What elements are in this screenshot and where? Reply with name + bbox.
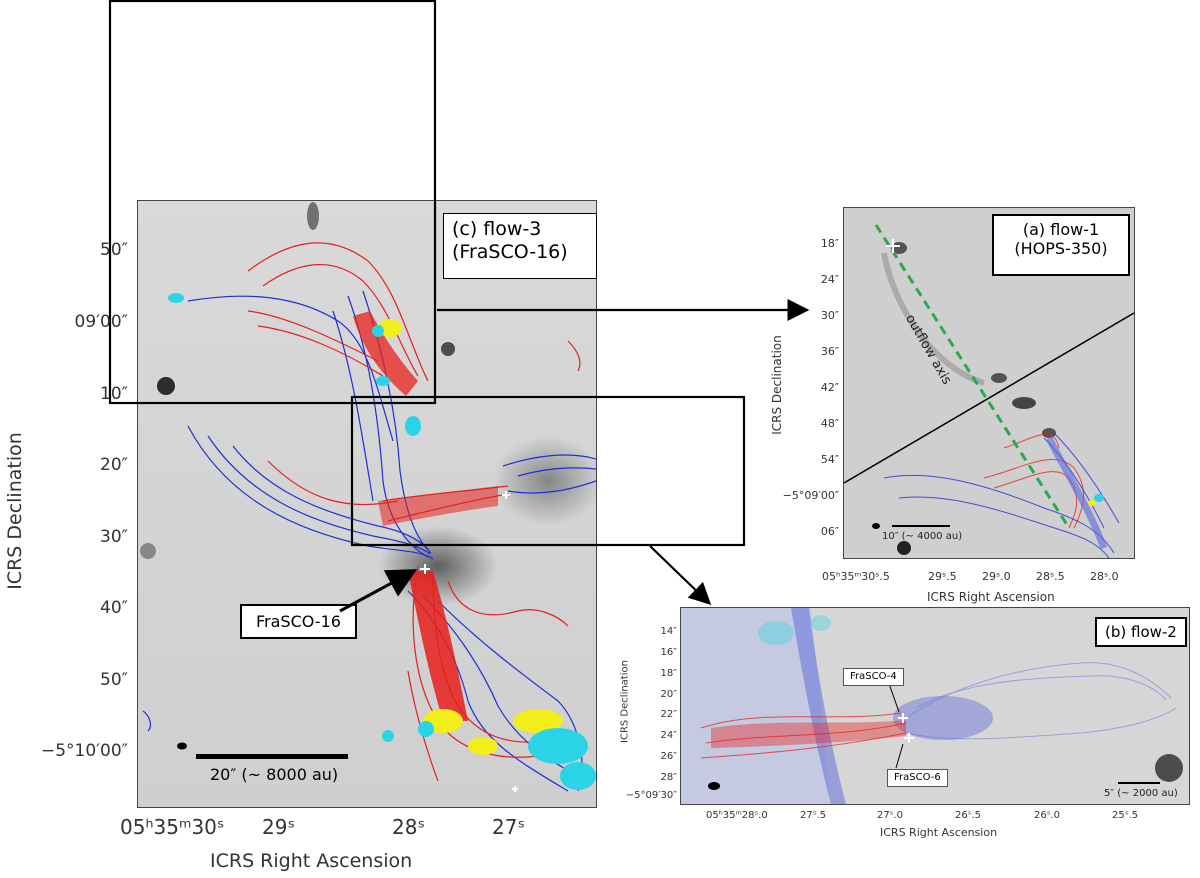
panel-c-ytick: 10″ xyxy=(100,384,128,404)
panel-b-xtick: 27ˢ.5 xyxy=(800,810,826,821)
panel-c-xtick: 29ˢ xyxy=(262,815,295,839)
panel-a-ytick: 06″ xyxy=(820,525,839,538)
panel-a-xtick: 29ˢ.0 xyxy=(982,570,1011,583)
panel-a-ytick: 18″ xyxy=(820,237,839,250)
panel-c-xtick: 28ˢ xyxy=(392,815,425,839)
zoom-box-flow-2 xyxy=(350,395,746,547)
panel-b-ytick: 18″ xyxy=(660,668,677,679)
panel-c-ytick: 50″ xyxy=(100,670,128,690)
panel-c-y-axis-title: ICRS Declination xyxy=(4,432,26,590)
panel-a-ytick: 42″ xyxy=(820,381,839,394)
panel-b-y-axis-title: ICRS Declination xyxy=(619,660,631,743)
panel-a-title: (a) flow-1 (HOPS-350) xyxy=(992,214,1130,276)
arrow-to-frasco-16 xyxy=(339,569,418,613)
panel-c-ytick: 09′00″ xyxy=(74,312,128,332)
panel-b-title: (b) flow-2 xyxy=(1095,617,1187,647)
panel-a-xtick: 28ˢ.5 xyxy=(1036,570,1065,583)
panel-b-ytick: −5°09′30″ xyxy=(625,790,677,801)
panel-a-xtick: 05ʰ35ᵐ30ˢ.5 xyxy=(822,570,890,583)
panel-b-x-axis-title: ICRS Right Ascension xyxy=(880,826,998,839)
panel-c-x-axis-title: ICRS Right Ascension xyxy=(210,850,413,872)
panel-a-xtick: 28ˢ.0 xyxy=(1090,570,1119,583)
panel-a-ytick: −5°09′00″ xyxy=(782,489,839,502)
panel-b-scale-label: 5″ (~ 2000 au) xyxy=(1104,788,1178,799)
panel-b-source-label-2: FraSCO-6 xyxy=(887,769,948,787)
panel-b-xtick: 26ˢ.5 xyxy=(955,810,981,821)
panel-b-ytick: 26″ xyxy=(660,751,677,762)
panel-b-xtick: 27ˢ.0 xyxy=(877,810,903,821)
panel-a-xtick: 29ˢ.5 xyxy=(928,570,957,583)
panel-a-x-axis-title: ICRS Right Ascension xyxy=(927,590,1055,604)
panel-c-image xyxy=(138,201,596,807)
panel-a-ytick: 24″ xyxy=(820,273,839,286)
panel-a-ytick: 54″ xyxy=(820,453,839,466)
arrow-to-panel-b xyxy=(649,545,712,606)
panel-a-y-axis-title: ICRS Declination xyxy=(770,335,784,435)
panel-b-ytick: 28″ xyxy=(660,772,677,783)
panel-a-title-line1: (a) flow-1 xyxy=(1022,220,1100,239)
panel-b-source-label-1: FraSCO-4 xyxy=(843,668,904,686)
panel-a-boundary-line xyxy=(844,312,1134,484)
panel-c-ytick: 30″ xyxy=(100,527,128,547)
panel-b-ytick: 20″ xyxy=(660,689,677,700)
panel-c-title-line1: (c) flow-3 xyxy=(452,218,542,240)
panel-b-ytick: 24″ xyxy=(660,730,677,741)
panel-c-ytick: 40″ xyxy=(100,598,128,618)
panel-c-scale-label: 20″ (~ 8000 au) xyxy=(210,765,339,784)
zoom-box-flow-1 xyxy=(108,0,437,405)
panel-c-xtick: 27ˢ xyxy=(492,815,525,839)
panel-b-xtick: 25ˢ.5 xyxy=(1112,810,1138,821)
panel-a-scale-label: 10″ (~ 4000 au) xyxy=(882,531,963,542)
panel-c-ytick: −5°10′00″ xyxy=(40,741,128,761)
panel-b-xtick: 05ʰ35ᵐ28ˢ.0 xyxy=(706,810,768,821)
panel-a-ytick: 30″ xyxy=(820,309,839,322)
panel-b-xtick: 26ˢ.0 xyxy=(1034,810,1060,821)
panel-c-ytick: 50″ xyxy=(100,240,128,260)
panel-b-ytick: 14″ xyxy=(660,626,677,637)
panel-c-title: (c) flow-3 (FraSCO-16) xyxy=(443,213,597,279)
panel-a-ytick: 48″ xyxy=(820,417,839,430)
panel-c-title-line2: (FraSCO-16) xyxy=(452,240,568,263)
panel-a-title-line2: (HOPS-350) xyxy=(1014,239,1108,259)
panel-b-ytick: 16″ xyxy=(660,647,677,658)
panel-a-ytick: 36″ xyxy=(820,345,839,358)
panel-c-source-label: FraSCO-16 xyxy=(240,604,357,640)
panel-c-map xyxy=(137,200,597,808)
panel-c-ytick: 20″ xyxy=(100,455,128,475)
panel-b-ytick: 22″ xyxy=(660,709,677,720)
panel-c-xtick: 05ʰ35ᵐ30ˢ xyxy=(120,815,225,839)
